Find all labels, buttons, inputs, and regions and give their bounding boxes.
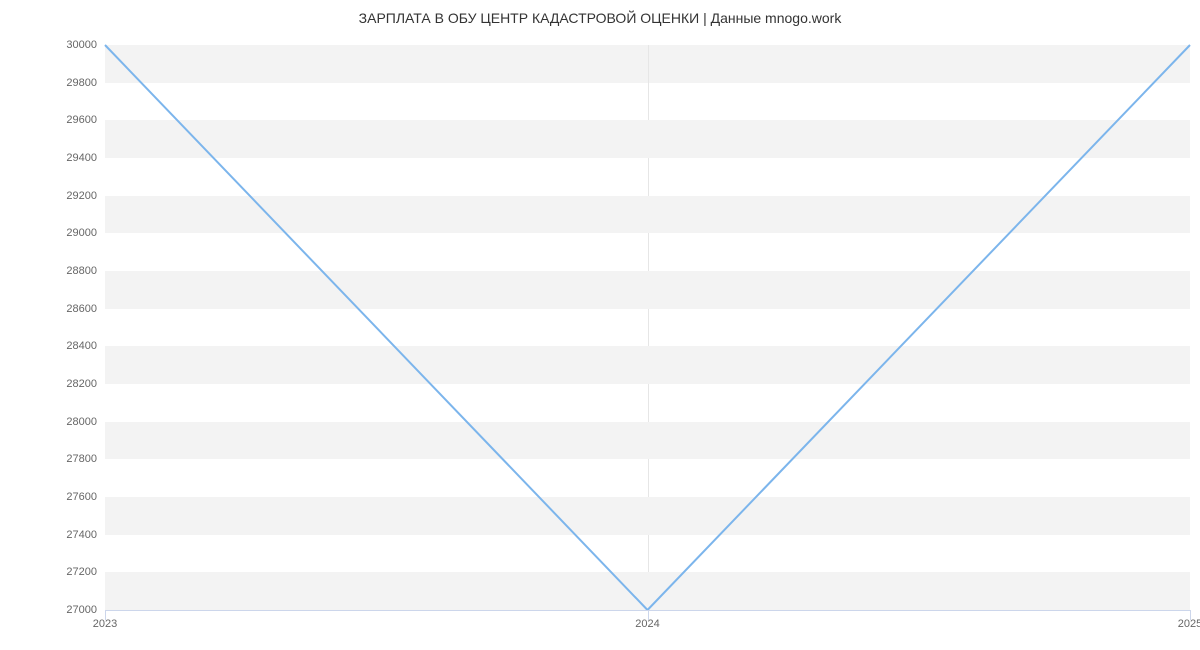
y-axis-tick-label: 30000 [66, 39, 97, 51]
y-axis-tick-label: 28000 [66, 416, 97, 428]
y-axis-tick-label: 27000 [66, 604, 97, 616]
y-axis-tick-label: 27200 [66, 566, 97, 578]
y-axis-tick-label: 29400 [66, 152, 97, 164]
x-axis-tick-label: 2023 [93, 618, 117, 630]
series-line [105, 45, 1190, 610]
y-axis-tick-label: 29000 [66, 227, 97, 239]
y-axis-tick-label: 27600 [66, 491, 97, 503]
salary-line-chart: ЗАРПЛАТА В ОБУ ЦЕНТР КАДАСТРОВОЙ ОЦЕНКИ … [0, 0, 1200, 650]
y-axis-tick-label: 29800 [66, 77, 97, 89]
y-axis-tick-label: 28200 [66, 378, 97, 390]
data-line [105, 45, 1190, 610]
y-axis-tick-label: 27400 [66, 529, 97, 541]
y-axis-tick-label: 29200 [66, 190, 97, 202]
plot-area: 2700027200274002760027800280002820028400… [105, 45, 1190, 610]
x-axis-tick-label: 2025 [1178, 618, 1200, 630]
y-axis-tick-label: 28800 [66, 265, 97, 277]
y-axis-tick-label: 28400 [66, 340, 97, 352]
y-axis-tick-label: 29600 [66, 114, 97, 126]
chart-title: ЗАРПЛАТА В ОБУ ЦЕНТР КАДАСТРОВОЙ ОЦЕНКИ … [0, 10, 1200, 26]
x-axis-tick-label: 2024 [635, 618, 659, 630]
y-axis-tick-label: 28600 [66, 303, 97, 315]
y-axis-tick-label: 27800 [66, 453, 97, 465]
